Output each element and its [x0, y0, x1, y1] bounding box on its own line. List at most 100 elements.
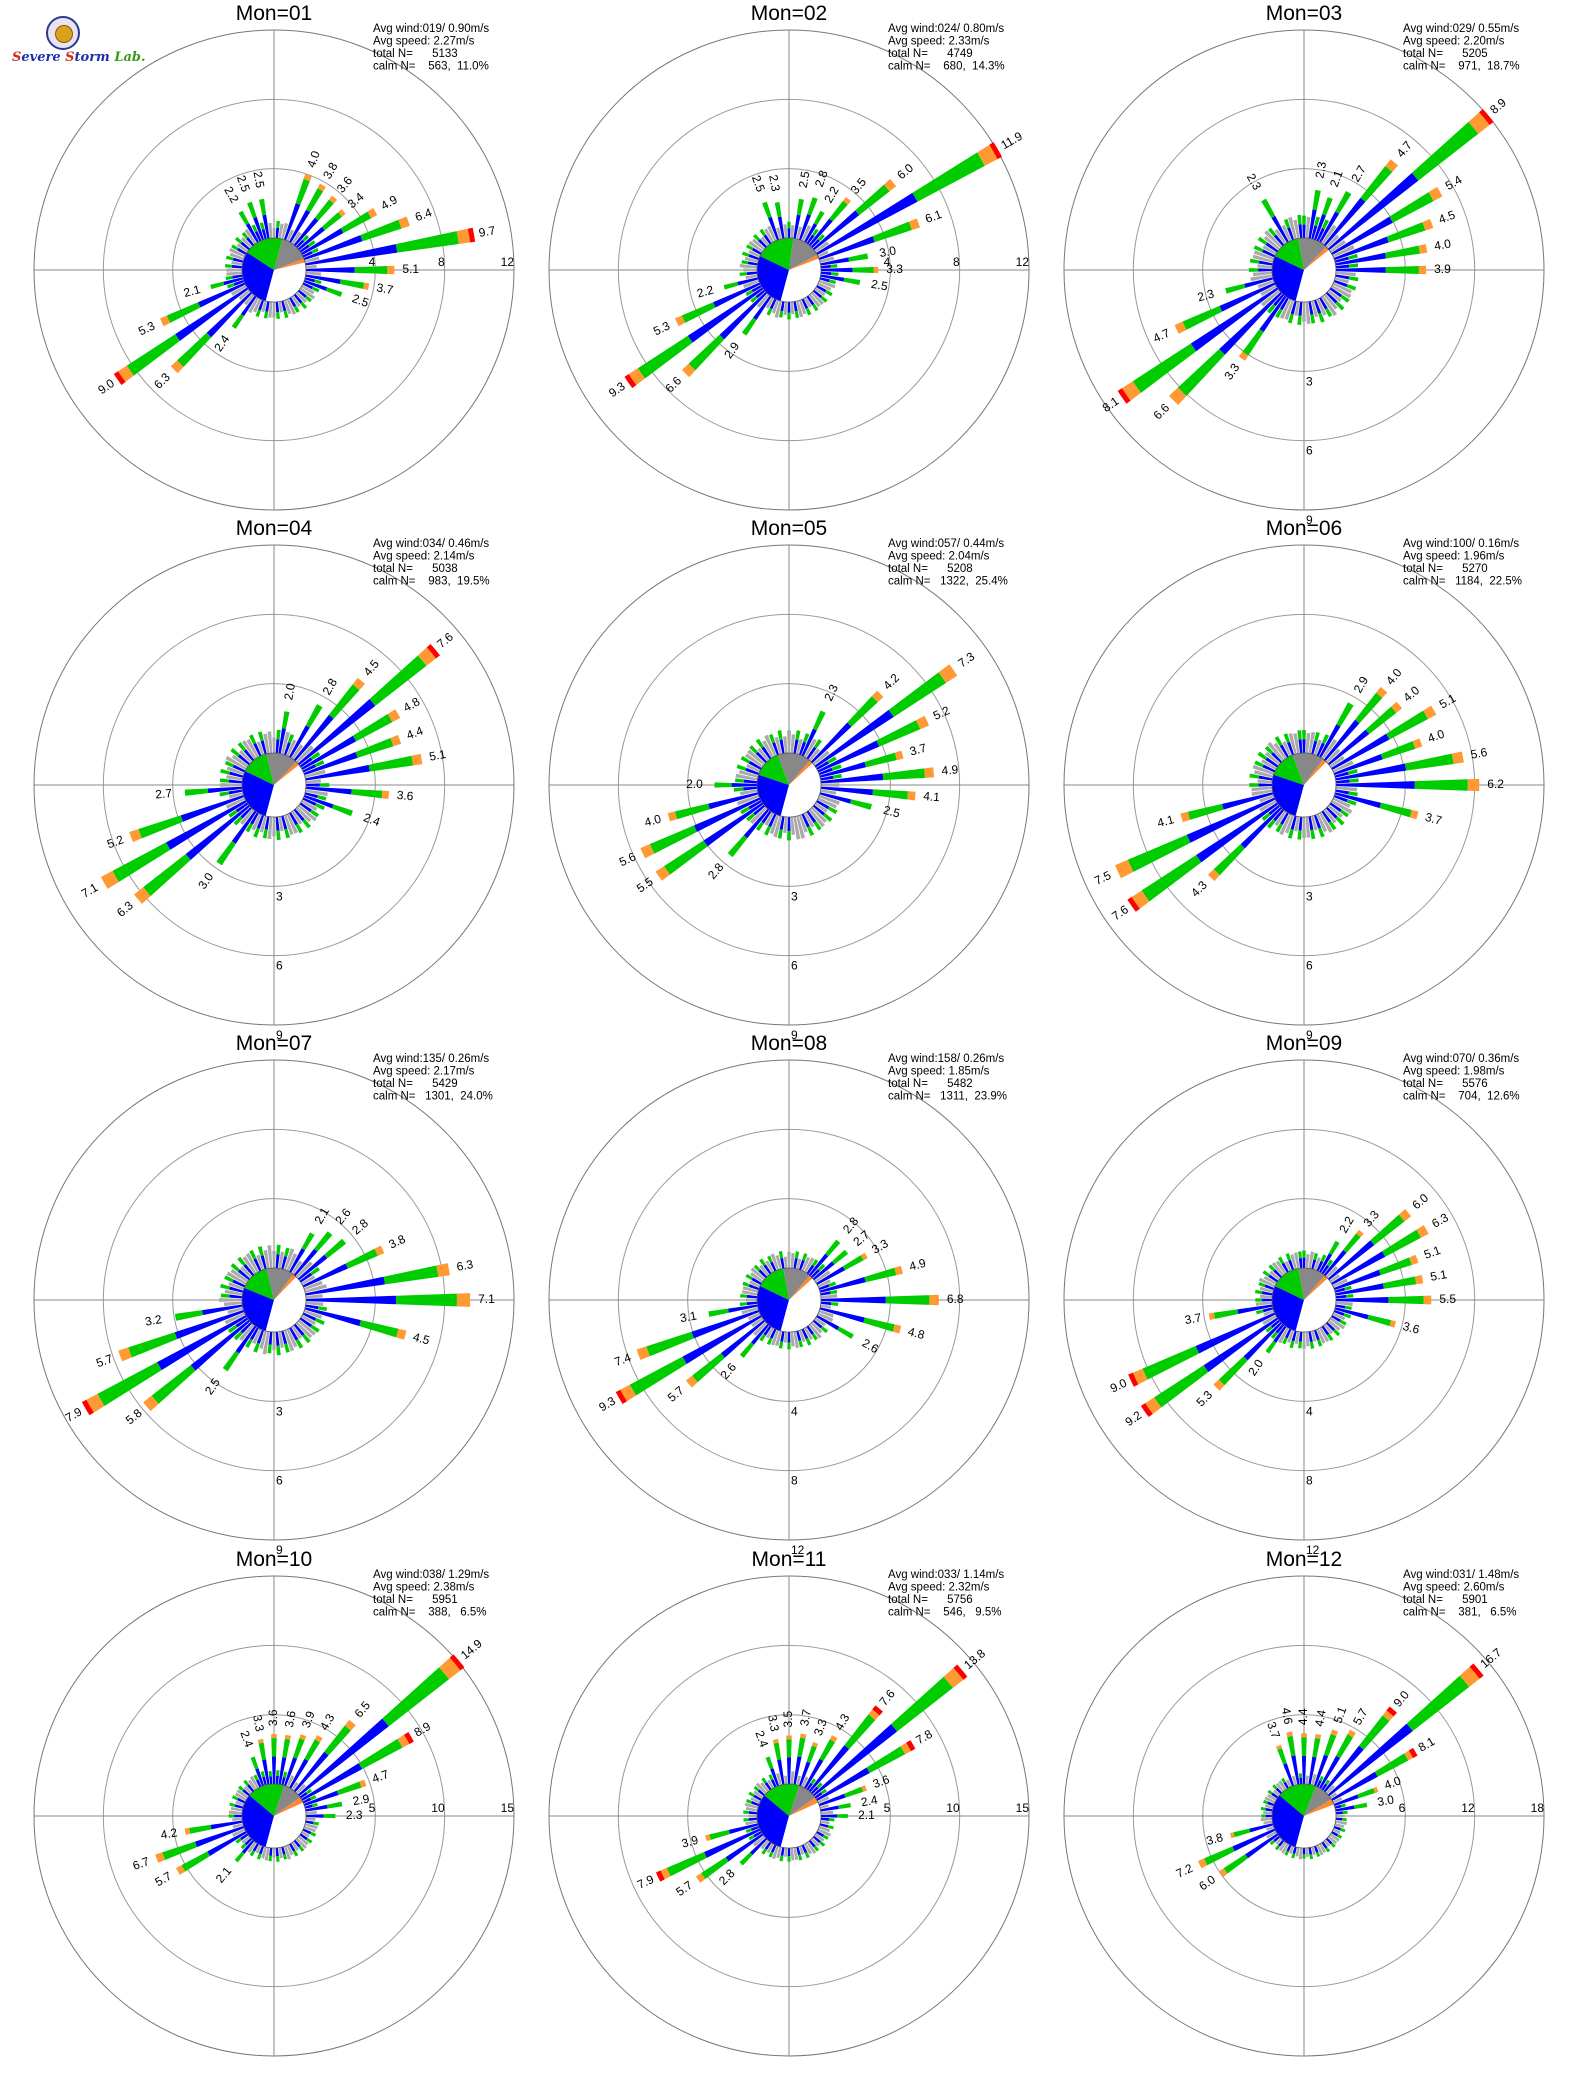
pie-slice-green — [249, 1783, 285, 1816]
bar-segment-mid — [1249, 258, 1260, 264]
bar-segment-low — [1325, 806, 1338, 819]
calm-bar — [1284, 814, 1295, 834]
stats-line: total N= 5576 — [1403, 1078, 1488, 1090]
bar-segment-high — [1208, 1312, 1215, 1320]
bar-segment-mid — [1385, 245, 1420, 259]
bar-segment-mid — [831, 764, 842, 771]
bar-segment-mid — [1317, 1339, 1323, 1347]
bar-segment-low — [1219, 291, 1283, 355]
bar-segment-mid — [828, 279, 837, 285]
bar-segment-mid — [369, 655, 427, 706]
bar-segment-low — [242, 1789, 251, 1797]
bar-segment-low — [1283, 1781, 1289, 1789]
bar-segment-mid — [1310, 314, 1316, 324]
calm-bar — [787, 1251, 791, 1269]
calm-bar — [1305, 1254, 1310, 1269]
calm-bar — [760, 236, 770, 247]
bar-segment-low — [157, 1315, 247, 1371]
value-label: 3.6 — [282, 1709, 299, 1728]
bar-segment-mid — [250, 1756, 259, 1770]
calm-bar — [798, 1845, 805, 1855]
bar-segment-low — [232, 274, 243, 279]
calm-bar — [295, 291, 307, 303]
bar-segment-mid — [736, 764, 747, 771]
bar-segment-mid — [1336, 702, 1354, 727]
bar-segment-low — [1311, 1259, 1317, 1270]
bar-segment-high — [916, 715, 930, 730]
bar-segment-mid — [368, 755, 414, 772]
bar-segment-low — [301, 735, 357, 770]
value-label: 2.4 — [237, 1729, 256, 1750]
bar-segment-low — [751, 285, 762, 293]
calm-bar — [1284, 1260, 1292, 1272]
stats-line: Avg wind:100/ 0.16m/s — [1403, 538, 1519, 550]
bar-segment-low — [770, 1768, 780, 1787]
bar-segment-mid — [739, 272, 747, 277]
bar-segment-low — [256, 814, 265, 829]
bar-segment-peak — [1408, 1747, 1418, 1758]
value-label: 2.3 — [1312, 160, 1329, 179]
bar-segment-low — [804, 1758, 824, 1789]
bar-segment-low — [299, 802, 312, 813]
value-label: 2.7 — [155, 786, 173, 801]
bar-segment-low — [237, 754, 251, 766]
bar-segment-peak — [872, 1705, 883, 1716]
calm-bar — [261, 1846, 267, 1859]
bar-segment-high — [929, 1294, 939, 1306]
bar-segment-mid — [1257, 751, 1268, 760]
bar-segment-low — [1334, 1804, 1342, 1809]
bar-segment-low — [174, 1309, 245, 1340]
stats-line: calm N= 1311, 23.9% — [888, 1091, 1007, 1103]
bar-segment-high — [667, 811, 678, 822]
bar-segment-mid — [1335, 191, 1352, 214]
bar-segment-mid — [819, 1840, 826, 1847]
value-label: 3.3 — [886, 262, 903, 276]
bar-segment-mid — [177, 332, 212, 367]
calm-bar — [1334, 1823, 1345, 1829]
pie-outline — [1271, 752, 1337, 818]
calm-bar — [1266, 1831, 1277, 1839]
bar-segment-mid — [779, 310, 784, 318]
bar-segment-mid — [1346, 799, 1357, 806]
stats-line: total N= 5482 — [888, 1078, 973, 1090]
bar-segment-mid — [311, 1802, 318, 1808]
calm-bar — [1260, 285, 1277, 297]
value-label: 3.7 — [797, 1708, 814, 1727]
calm-bar — [245, 1252, 259, 1273]
bar-segment-mid — [842, 1255, 864, 1271]
bar-segment-mid — [1343, 1233, 1361, 1253]
bar-segment-low — [1319, 724, 1341, 758]
bar-segment-low — [303, 752, 358, 776]
calm-bar — [1287, 1329, 1295, 1343]
bar-segment-low — [780, 1331, 785, 1342]
value-label: 9.0 — [95, 376, 117, 397]
stats-line: calm N= 971, 18.7% — [1403, 61, 1520, 73]
bar-segment-low — [746, 271, 758, 276]
bar-segment-low — [1316, 1780, 1322, 1788]
bar-segment-mid — [1297, 830, 1302, 840]
bar-segment-low — [801, 728, 817, 757]
bar-segment-mid — [302, 819, 311, 829]
bar-segment-low — [1335, 1283, 1384, 1296]
value-label: 7.3 — [955, 649, 977, 670]
bar-segment-low — [725, 1833, 764, 1862]
calm-bar — [1273, 742, 1287, 760]
bar-segment-low — [1190, 287, 1279, 352]
value-label: 3.0 — [1376, 1792, 1395, 1809]
bar-segment-low — [275, 227, 280, 239]
bar-segment-mid — [1328, 821, 1337, 831]
bar-segment-low — [1298, 1331, 1303, 1342]
calm-bar — [226, 268, 243, 272]
bar-segment-high — [1330, 1729, 1339, 1737]
bar-segment-mid — [220, 1293, 230, 1298]
bar-segment-low — [820, 773, 884, 784]
value-label: 4.5 — [1437, 208, 1458, 227]
calm-bar — [240, 1266, 253, 1279]
ring-label: 12 — [1461, 1801, 1475, 1815]
calm-bar — [295, 1784, 306, 1795]
bar-segment-low — [798, 214, 811, 241]
calm-bar — [783, 1331, 788, 1343]
bar-segment-mid — [1385, 265, 1419, 275]
value-label: 3.0 — [878, 243, 897, 260]
bar-segment-low — [816, 800, 830, 810]
